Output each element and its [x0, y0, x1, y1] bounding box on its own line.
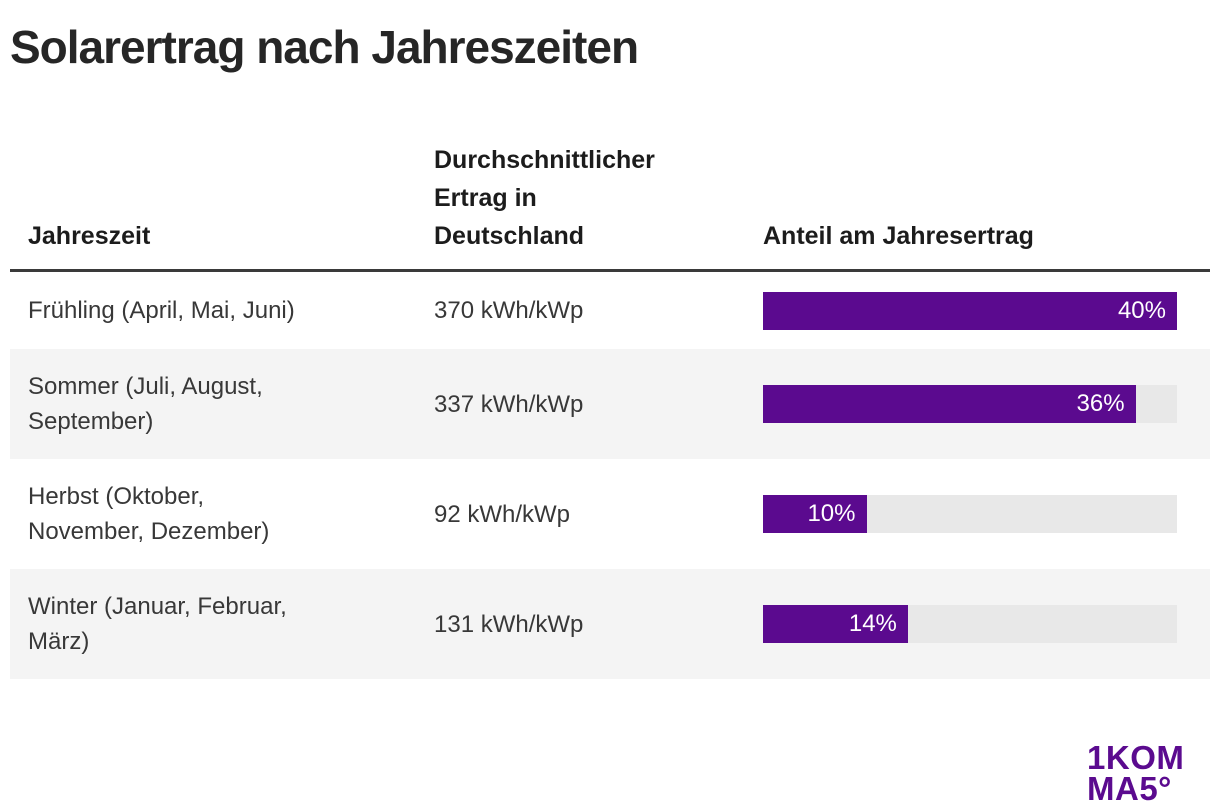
share-bar-track: 40%: [763, 291, 1177, 330]
share-bar-fill: 36%: [763, 385, 1136, 424]
season-label: Sommer (Juli, August, September): [28, 373, 263, 436]
share-bar-track: 14%: [763, 605, 1177, 644]
logo-line1: 1KOM: [1087, 739, 1185, 776]
table-row-herbst: Herbst (Oktober, November, Dezember) 92 …: [10, 459, 1210, 569]
share-bar-label: 14%: [848, 610, 897, 638]
share-bar-fill: 40%: [763, 291, 1177, 330]
onekomma5-logo: 1KOM MA5°: [1087, 739, 1185, 806]
yield-value: 92 kWh/kWp: [434, 500, 571, 528]
page-title: Solarertrag nach Jahreszeiten: [10, 21, 639, 73]
share-bar-fill: 14%: [763, 605, 908, 644]
yield-value: 131 kWh/kWp: [434, 610, 584, 638]
logo-part-1: 1: [1087, 739, 1106, 776]
logo-part-5deg: 5°: [1139, 770, 1172, 806]
share-bar-track: 10%: [763, 495, 1177, 534]
table-header-row: Jahreszeit Durchschnittlicher Ertrag in …: [10, 141, 1210, 269]
column-header-yield: Durchschnittlicher Ertrag in Deutschland: [434, 146, 655, 251]
season-label: Frühling (April, Mai, Juni): [28, 297, 295, 325]
column-header-share: Anteil am Jahresertrag: [763, 222, 1034, 251]
table-row-fruehling: Frühling (April, Mai, Juni) 370 kWh/kWp …: [10, 272, 1210, 349]
table-row-winter: Winter (Januar, Februar, März) 131 kWh/k…: [10, 569, 1210, 680]
season-label: Herbst (Oktober, November, Dezember): [28, 483, 270, 546]
header-divider: [10, 269, 1210, 273]
share-bar-track: 36%: [763, 385, 1177, 424]
logo-part-ma: MA: [1087, 770, 1140, 806]
logo-line2: MA5°: [1087, 770, 1184, 806]
table-row-sommer: Sommer (Juli, August, September) 337 kWh…: [10, 349, 1210, 460]
season-yield-table: Jahreszeit Durchschnittlicher Ertrag in …: [10, 141, 1210, 680]
share-bar-label: 36%: [1076, 390, 1125, 418]
column-header-season: Jahreszeit: [28, 222, 151, 251]
yield-value: 337 kWh/kWp: [434, 390, 584, 418]
season-label: Winter (Januar, Februar, März): [28, 593, 287, 656]
infographic-page: Solarertrag nach Jahreszeiten Jahreszeit…: [0, 20, 1220, 806]
share-bar-label: 10%: [807, 500, 856, 528]
share-bar-fill: 10%: [763, 495, 867, 534]
share-bar-label: 40%: [1117, 296, 1166, 324]
logo-part-kom: KOM: [1105, 739, 1185, 776]
yield-value: 370 kWh/kWp: [434, 297, 584, 325]
